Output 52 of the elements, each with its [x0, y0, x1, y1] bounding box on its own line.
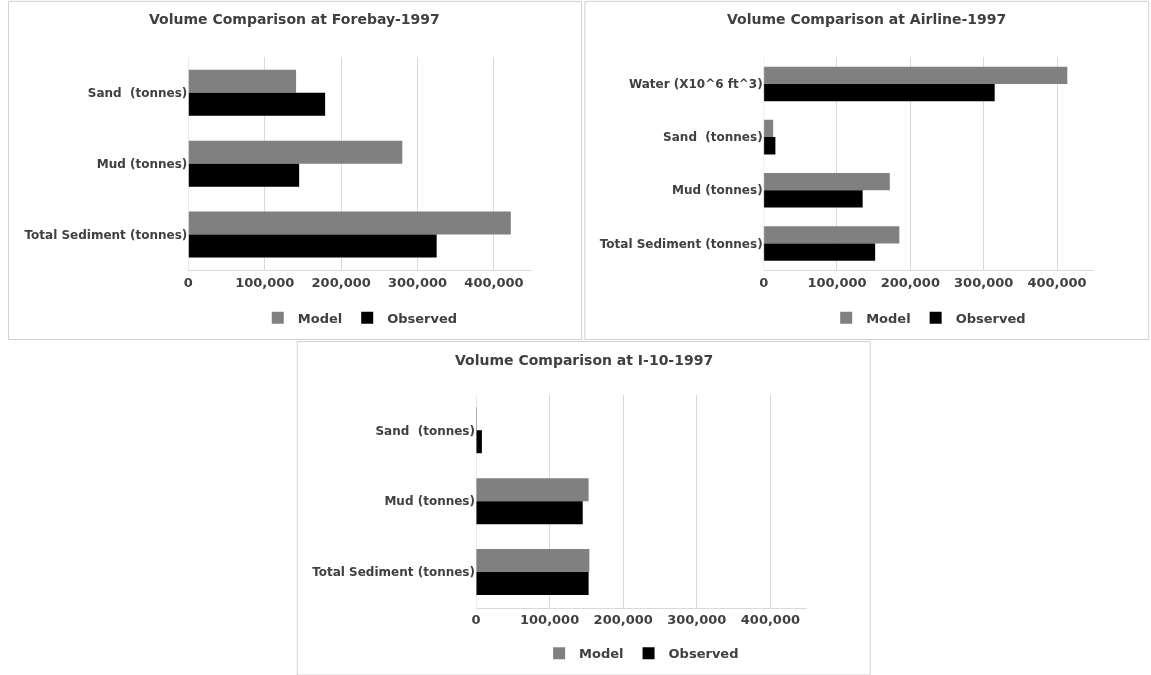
y-tick-label: Sand (tonnes) [375, 423, 476, 438]
legend-label: Observed [955, 310, 1026, 326]
y-tick-label: Total Sediment (tonnes) [24, 227, 188, 242]
y-tick-label: Sand (tonnes) [87, 86, 188, 101]
bar [188, 234, 437, 258]
bar [763, 190, 863, 208]
bar [763, 243, 876, 261]
chart-title: Volume Comparison at Forebay-1997 [149, 11, 440, 27]
y-tick-label: Total Sediment (tonnes) [599, 236, 763, 251]
x-tick-label: 0 [183, 274, 193, 290]
bar [763, 83, 995, 102]
bar [188, 140, 403, 164]
x-tick-label: 200,000 [880, 274, 940, 290]
bar [188, 69, 297, 93]
bar [476, 572, 589, 596]
x-tick-label: 300,000 [954, 274, 1014, 290]
legend-label: Observed [668, 646, 739, 662]
x-tick-label: 100,000 [235, 274, 295, 290]
bar [476, 478, 589, 502]
bar [763, 119, 774, 138]
bar [188, 92, 326, 116]
bar [476, 549, 590, 573]
bar [476, 501, 583, 525]
x-tick-label: 0 [759, 274, 769, 290]
bar [188, 163, 300, 187]
bar [763, 226, 900, 244]
x-tick-label: 400,000 [1027, 274, 1087, 290]
bar [763, 66, 1068, 84]
x-tick-label: 200,000 [593, 612, 653, 628]
y-tick-label: Total Sediment (tonnes) [312, 565, 476, 580]
x-tick-label: 200,000 [311, 274, 371, 290]
x-tick-label: 0 [471, 612, 481, 628]
legend-label: Model [579, 646, 624, 662]
legend-label: Observed [387, 310, 458, 326]
bar [763, 137, 776, 155]
x-tick-label: 400,000 [740, 612, 801, 628]
bar [188, 211, 511, 235]
x-tick-label: 300,000 [667, 612, 727, 628]
bar [763, 172, 890, 191]
x-tick-label: 100,000 [520, 612, 580, 628]
chart-title: Volume Comparison at Airline-1997 [727, 11, 1007, 27]
x-tick-label: 100,000 [807, 274, 867, 290]
legend-label: Model [866, 310, 911, 326]
y-tick-label: Sand (tonnes) [663, 130, 763, 145]
y-tick-label: Mud (tonnes) [384, 494, 476, 509]
y-tick-label: Water (X10^6 ft^3) [628, 77, 763, 92]
legend-label: Model [297, 310, 343, 326]
y-tick-label: Mud (tonnes) [96, 156, 188, 171]
y-tick-label: Mud (tonnes) [672, 183, 763, 198]
x-tick-label: 300,000 [387, 274, 448, 290]
chart-title: Volume Comparison at I-10-1997 [455, 352, 714, 368]
x-tick-label: 400,000 [464, 274, 524, 290]
